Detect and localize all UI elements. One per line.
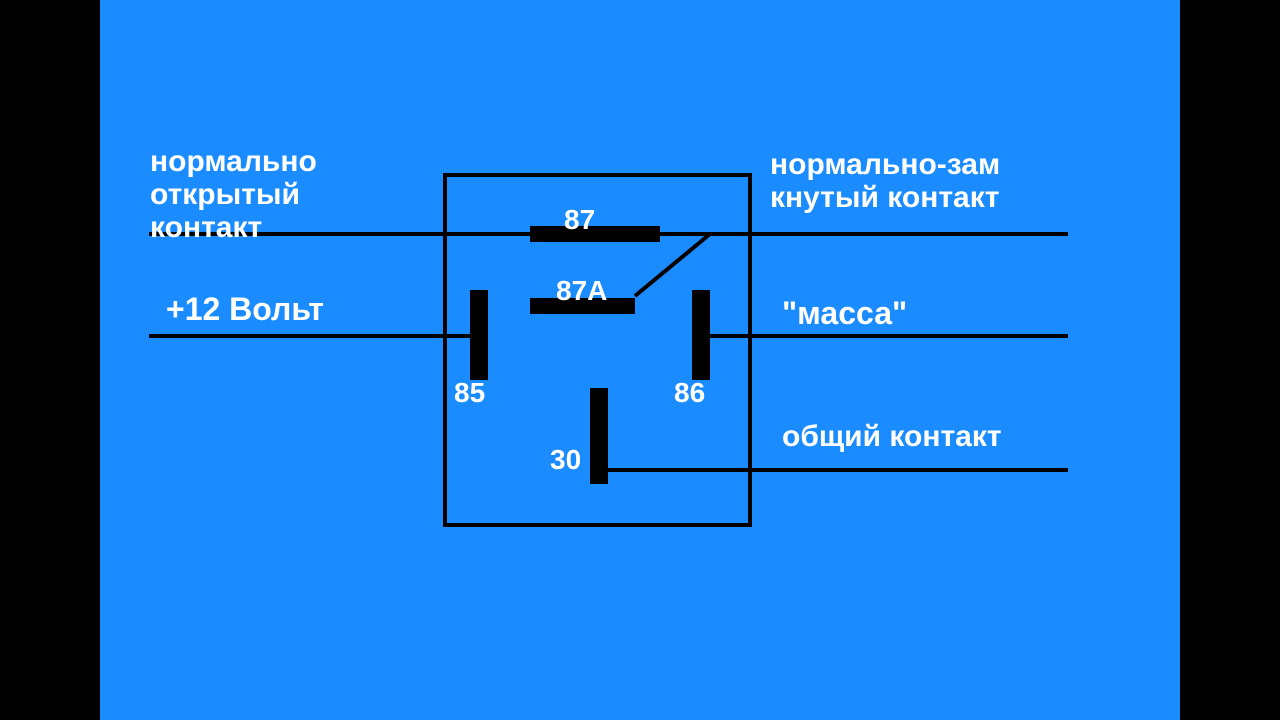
pin-p86 xyxy=(692,290,710,380)
label-normally-closed: нормально-зам кнутый контакт xyxy=(770,148,1000,214)
diagram-stage: 87 87A 85 86 30 нормально открытый контакт +12… xyxy=(0,0,1280,720)
label-ground: "масса" xyxy=(782,296,907,331)
pin-label-p85: 85 xyxy=(454,378,485,409)
label-12v: +12 Вольт xyxy=(166,292,324,327)
pin-p30 xyxy=(590,388,608,484)
diagram-svg xyxy=(0,0,1280,720)
pin-label-p30: 30 xyxy=(550,445,581,476)
pin-p85 xyxy=(470,290,488,380)
pin-label-p87a: 87A xyxy=(556,276,607,307)
label-common: общий контакт xyxy=(782,420,1002,453)
pin-label-p87: 87 xyxy=(564,205,595,236)
label-normally-open: нормально открытый контакт xyxy=(150,145,317,244)
wire-angled xyxy=(635,234,710,296)
pin-label-p86: 86 xyxy=(674,378,705,409)
